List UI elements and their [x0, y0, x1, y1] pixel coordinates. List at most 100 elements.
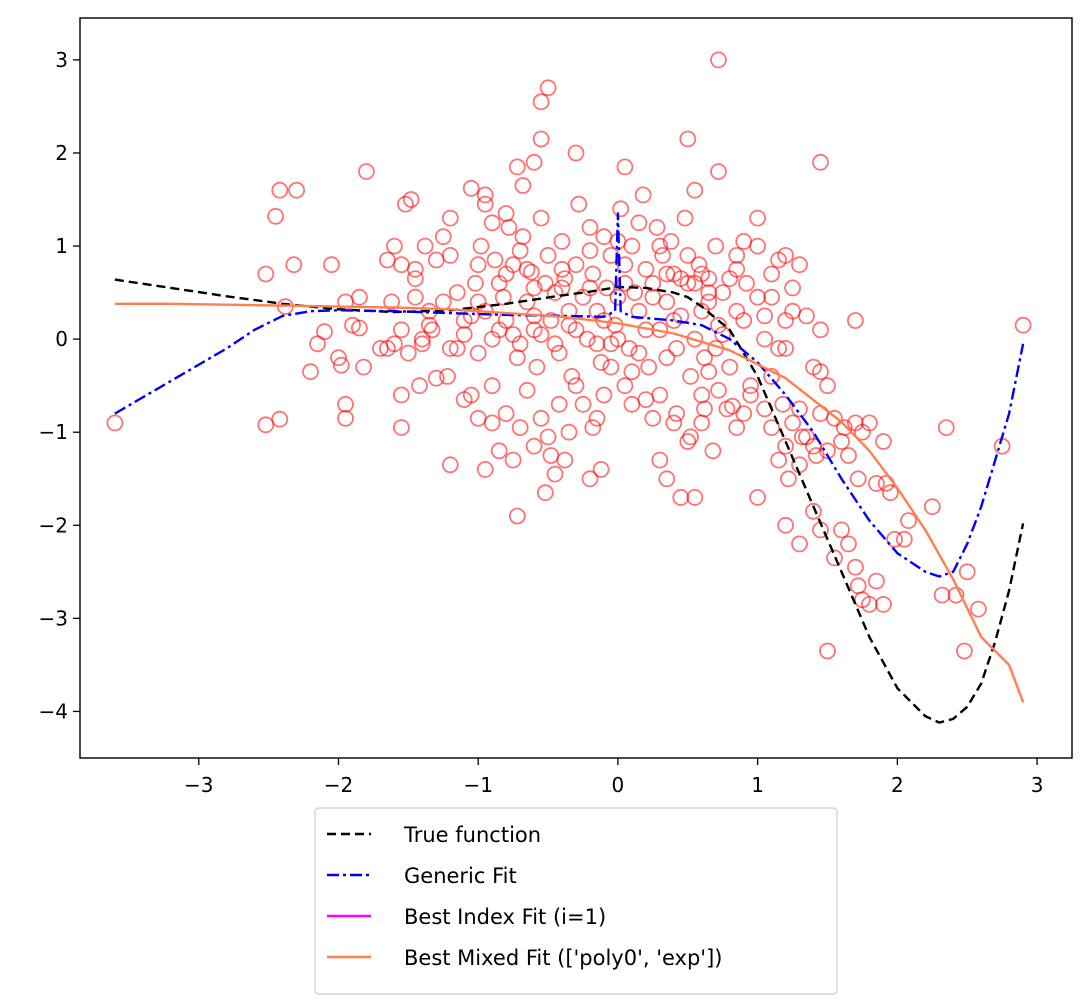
scatter-point [536, 274, 554, 292]
scatter-point [742, 386, 759, 404]
x-axis: −3 −2 −1 0 1 2 3 [184, 758, 1043, 797]
scatter-point [616, 377, 634, 395]
y-tick-label: 3 [55, 48, 68, 72]
scatter-point [686, 330, 704, 348]
scatter-point [522, 263, 540, 281]
scatter-point [662, 232, 680, 250]
scatter-point [630, 344, 648, 362]
scatter-point [434, 293, 452, 311]
y-tick-label: −2 [39, 513, 68, 537]
scatter-point [812, 363, 829, 381]
scatter-point [563, 367, 581, 385]
scatter-point [847, 558, 864, 576]
scatter-point [337, 395, 354, 413]
scatter-point [805, 502, 822, 520]
scatter-point [553, 260, 571, 278]
scatter-point [807, 447, 825, 464]
scatter-point [316, 323, 333, 341]
scatter-point [511, 242, 529, 260]
scatter-point [598, 279, 616, 297]
scatter-point [791, 535, 808, 553]
scatter-point [392, 256, 410, 274]
scatter-point [413, 330, 431, 348]
scatter-point [525, 279, 543, 297]
scatter-point [686, 488, 704, 506]
scatter-point [592, 460, 610, 478]
scatter-point [439, 367, 456, 385]
scatter-point [490, 321, 508, 339]
scatter-point [756, 307, 773, 325]
scatter-point [861, 596, 878, 613]
scatter-point [584, 419, 602, 437]
scatter-point [637, 260, 655, 278]
scatter-point [861, 414, 878, 432]
scatter-point [483, 414, 501, 432]
scatter-point [483, 214, 501, 232]
scatter-point [574, 395, 592, 413]
scatter-point [434, 228, 452, 246]
scatter-point [630, 214, 648, 232]
scatter-point [581, 218, 599, 236]
scatter-point [514, 228, 532, 246]
scatter-point [710, 316, 727, 334]
scatter-point [508, 158, 526, 176]
scatter-point [399, 344, 417, 362]
scatter-point [812, 153, 829, 171]
scatter-point [532, 326, 550, 343]
scatter-point [378, 339, 396, 357]
scatter-point [392, 321, 410, 339]
scatter-point [332, 356, 350, 374]
scatter-point [868, 572, 885, 590]
scatter-point [634, 186, 652, 204]
scatter-point [700, 284, 718, 302]
scatter-point [826, 549, 843, 567]
scatter-point [402, 191, 420, 208]
scatter-point [868, 474, 885, 492]
scatter-point [749, 209, 766, 227]
scatter-point [777, 339, 794, 357]
x-tick-label: 2 [891, 773, 904, 797]
scatter-point [323, 256, 340, 274]
scatter-point [106, 414, 124, 432]
scatter-point [770, 339, 787, 357]
scatter-point [602, 358, 620, 376]
scatter-point [406, 270, 424, 288]
scatter-point [546, 335, 564, 353]
scatter-point [777, 437, 794, 455]
scatter-point [682, 367, 699, 385]
y-axis: −4 −3 −2 −1 0 1 2 3 [39, 48, 80, 723]
scatter-point [637, 391, 655, 409]
scatter-point [556, 270, 574, 288]
scatter-point [476, 460, 494, 478]
scatter-point [835, 419, 853, 437]
scatter-point [494, 288, 512, 306]
scatter-point [584, 265, 602, 283]
scatter-point [658, 349, 676, 367]
scatter-point [875, 433, 892, 450]
scatter-point [676, 209, 694, 227]
y-tick-label: 0 [55, 327, 68, 351]
scatter-point [518, 381, 536, 399]
scatter-point [700, 293, 718, 311]
scatter-point [288, 181, 306, 199]
scatter-point [350, 319, 368, 337]
scatter-point [693, 414, 711, 432]
scatter-point [707, 237, 725, 255]
scatter-point [784, 414, 801, 432]
scatter-point [257, 416, 275, 434]
scatter-point [728, 302, 746, 320]
scatter-point [397, 195, 414, 213]
scatter-point [623, 395, 641, 413]
scatter-point [777, 312, 794, 329]
scatter-point [714, 284, 732, 302]
scatter-point [644, 274, 662, 292]
scatter-point [609, 330, 627, 348]
scatter-point [668, 339, 685, 357]
scatter-point [651, 386, 669, 404]
scatter-point [923, 498, 941, 516]
scatter-point [441, 456, 459, 474]
scatter-point [385, 237, 403, 255]
scatter-point [497, 405, 515, 423]
scatter-point [337, 409, 354, 427]
